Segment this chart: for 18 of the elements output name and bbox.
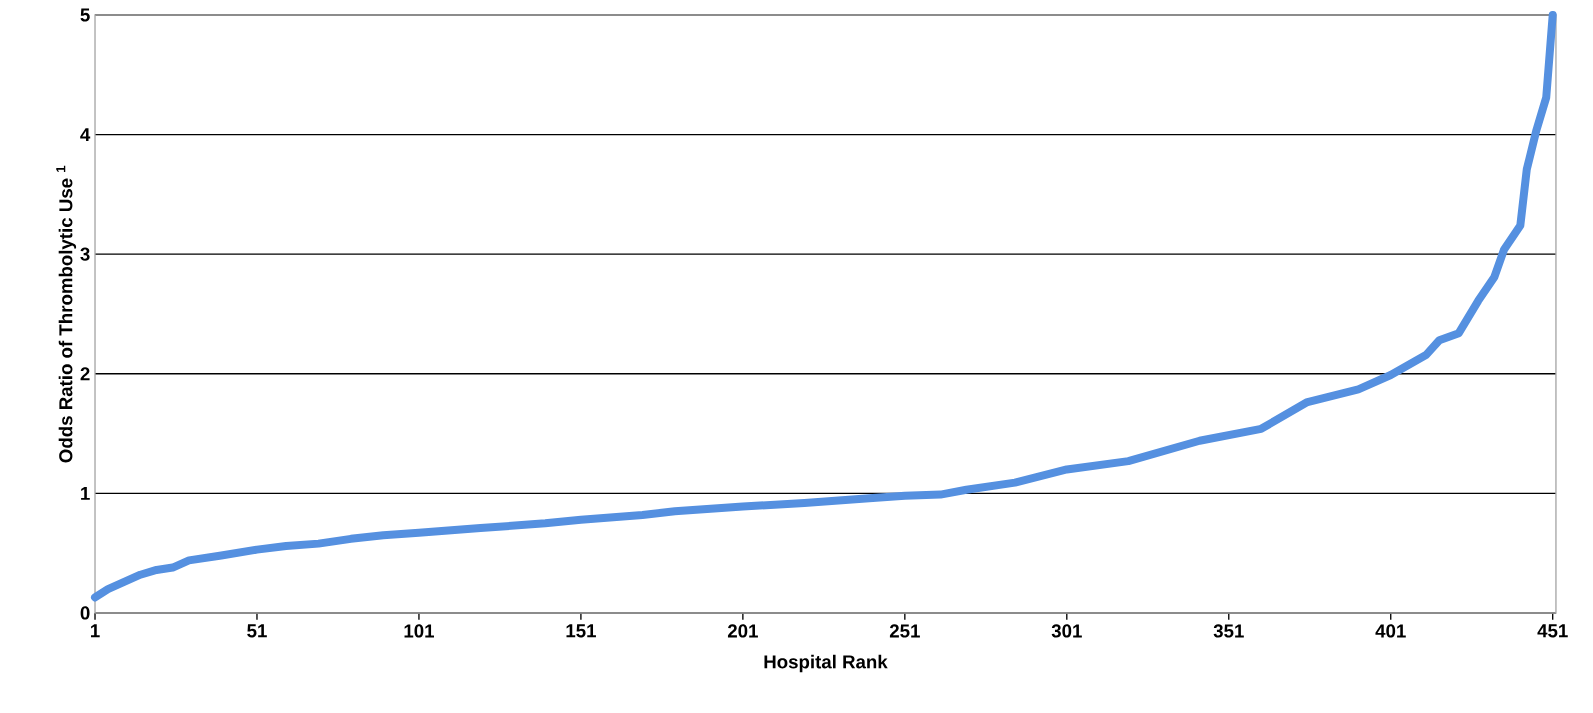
y-tick-label: 1 <box>81 486 90 500</box>
x-axis-title: Hospital Rank <box>764 654 888 673</box>
x-tick-label: 151 <box>566 624 596 638</box>
x-tick-label: 451 <box>1537 624 1568 638</box>
x-tick-label: 51 <box>247 624 267 638</box>
y-tick-label: 5 <box>80 8 90 22</box>
x-tick-label: 101 <box>404 624 434 638</box>
x-tick-label: 201 <box>727 624 758 638</box>
x-tick-label: 301 <box>1051 624 1082 638</box>
x-tick-label: 1 <box>90 624 100 638</box>
y-axis-title: Odds Ratio of Thrombolytic Use $^{1}$ <box>56 165 77 463</box>
x-tick-label: 251 <box>889 624 920 638</box>
x-tick-label: 401 <box>1375 624 1406 638</box>
y-tick-label: 3 <box>80 247 90 261</box>
x-tick-label: 351 <box>1213 624 1244 638</box>
y-tick-label: 2 <box>80 367 90 381</box>
y-tick-label: 4 <box>80 128 91 142</box>
y-tick-label: 0 <box>80 606 90 620</box>
